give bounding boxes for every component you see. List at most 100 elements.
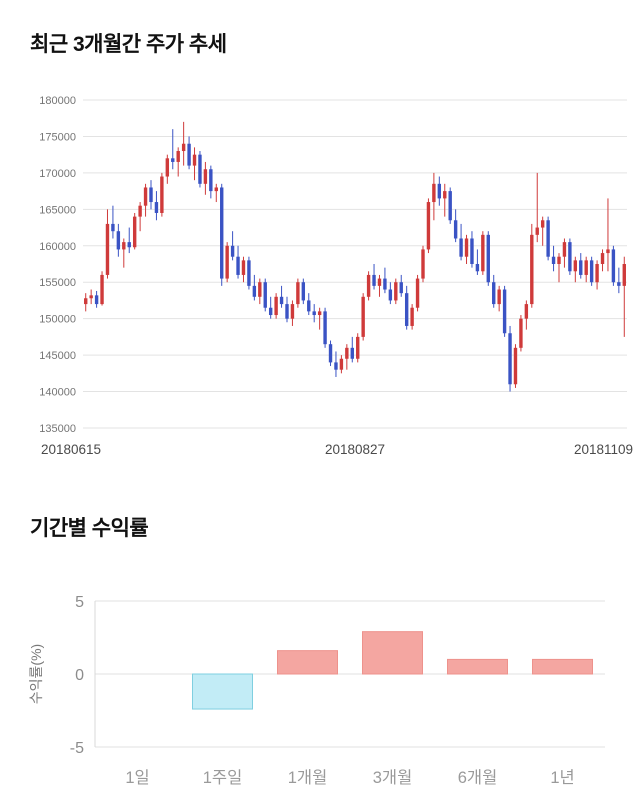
returns-bar-svg: 5 0 -5 수익률(%) 1일 1주일 1개월 3개월 6개월 1년 xyxy=(28,594,605,787)
candle-body xyxy=(464,238,469,257)
candle-body xyxy=(540,220,545,228)
candle-body xyxy=(84,298,88,305)
candle-body xyxy=(437,183,442,199)
candle-body xyxy=(230,245,235,257)
y-tick-label: 175000 xyxy=(39,131,76,143)
candle-body xyxy=(214,187,218,192)
candle-body xyxy=(203,169,208,184)
candle-body xyxy=(557,256,561,264)
candle-body xyxy=(132,216,137,248)
candle-body xyxy=(617,282,621,286)
candle-body xyxy=(361,296,365,337)
candle-body xyxy=(274,296,278,316)
candle-body xyxy=(492,282,496,305)
candle-body xyxy=(573,260,578,272)
price-trend-title: 최근 3개월간 주가 추세 xyxy=(30,33,227,56)
candle-body xyxy=(486,234,490,283)
candle-body xyxy=(258,282,262,297)
candle-body xyxy=(388,289,393,301)
candle-body xyxy=(459,238,463,257)
candle-body xyxy=(497,289,501,305)
category-label: 1개월 xyxy=(288,768,328,787)
candle-body xyxy=(584,260,588,275)
candle-body xyxy=(328,344,333,363)
candle-body xyxy=(524,304,529,319)
candle-body xyxy=(481,234,485,272)
period-returns-title: 기간별 수익률 xyxy=(30,517,149,540)
candle-body xyxy=(149,187,153,203)
candle-body xyxy=(198,154,202,184)
x-axis-label: 20180615 xyxy=(41,442,101,457)
candle-body xyxy=(122,242,126,250)
candle-body xyxy=(535,227,539,235)
candle-body xyxy=(323,311,327,345)
candle-body xyxy=(595,264,599,283)
candle-body xyxy=(622,264,626,286)
candle-body xyxy=(317,311,322,316)
candle-body xyxy=(263,282,267,308)
y-tick-label: -5 xyxy=(70,740,84,757)
candle-body xyxy=(502,289,507,334)
y-tick-label: 150000 xyxy=(39,314,76,326)
positive-return-bar xyxy=(362,631,423,675)
positive-return-bar xyxy=(447,658,508,675)
candle-body xyxy=(154,202,159,213)
period-returns-bar-chart: 5 0 -5 수익률(%) 1일 1주일 1개월 3개월 6개월 1년 xyxy=(25,586,635,804)
candle-body xyxy=(307,300,311,312)
category-label: 1주일 xyxy=(203,768,243,787)
candle-body xyxy=(443,191,447,199)
candle-body xyxy=(312,311,316,316)
candle-body xyxy=(426,202,431,250)
positive-return-bar xyxy=(532,658,593,675)
candle-body xyxy=(220,187,224,279)
candle-body xyxy=(181,143,186,152)
candle-body xyxy=(171,158,175,162)
candle-body xyxy=(268,307,273,316)
price-candlestick-chart: 135000 140000 145000 150000 155000 160000 1650… xyxy=(25,88,635,466)
x-axis-label: 20181109 xyxy=(574,442,633,457)
candle-body xyxy=(611,249,616,283)
y-tick-label: 140000 xyxy=(39,387,76,399)
candle-body xyxy=(285,304,289,319)
candle-body xyxy=(366,274,371,297)
candle-body xyxy=(176,151,180,162)
candle-body xyxy=(377,278,382,286)
y-tick-label: 160000 xyxy=(39,241,76,253)
candle-body xyxy=(111,223,115,232)
candle-body xyxy=(546,220,550,257)
category-label: 1일 xyxy=(125,768,149,787)
candle-body xyxy=(350,347,354,359)
candlestick-svg: 135000 140000 145000 150000 155000 160000 1650… xyxy=(39,95,633,457)
candle-body xyxy=(160,176,164,213)
candle-body xyxy=(356,336,360,359)
candle-body xyxy=(432,183,436,203)
candle-body xyxy=(334,362,338,370)
candle-body xyxy=(410,307,414,326)
x-axis-label: 20180827 xyxy=(325,442,385,457)
candle-body xyxy=(345,347,349,359)
candle-body xyxy=(448,191,452,221)
y-axis-title: 수익률(%) xyxy=(28,644,44,704)
candle-body xyxy=(143,187,148,206)
y-tick-label: 165000 xyxy=(39,204,76,216)
candle-body xyxy=(394,282,398,301)
y-tick-label: 180000 xyxy=(39,95,76,107)
candle-body xyxy=(252,285,257,297)
candle-body xyxy=(290,304,295,319)
category-label: 1년 xyxy=(550,768,574,787)
candle-body xyxy=(116,231,121,250)
candle-body xyxy=(551,256,556,264)
candle-body xyxy=(530,234,534,305)
candle-body xyxy=(127,242,131,248)
candle-body xyxy=(247,260,251,286)
candle-body xyxy=(138,205,142,217)
candle-body xyxy=(94,295,99,305)
candle-body xyxy=(606,249,610,254)
candle-body xyxy=(513,347,518,385)
y-tick-label: 5 xyxy=(75,594,84,611)
candle-body xyxy=(568,242,572,272)
candle-body xyxy=(421,249,425,279)
y-tick-label: 0 xyxy=(75,667,84,684)
candle-body xyxy=(475,264,480,272)
candle-body xyxy=(165,158,170,177)
